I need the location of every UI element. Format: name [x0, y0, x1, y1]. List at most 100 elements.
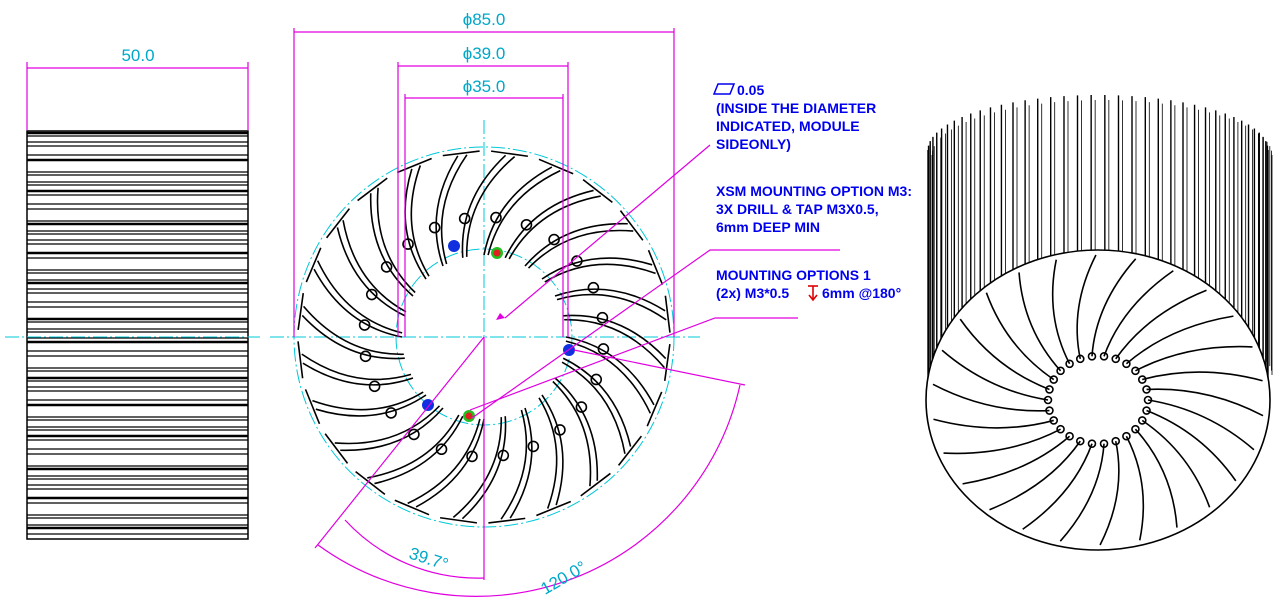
fin [1059, 443, 1105, 542]
shape [493, 249, 501, 257]
side-view [5, 130, 260, 540]
dimension-text: ϕ35.0 [463, 77, 506, 96]
fin [415, 418, 485, 508]
fin [301, 353, 412, 381]
fin [394, 499, 430, 516]
fin [541, 257, 653, 280]
shape [1045, 406, 1054, 415]
fin [1099, 440, 1120, 546]
fin [410, 165, 430, 277]
shape [1111, 354, 1121, 364]
note-text: XSM MOUNTING OPTION M3: [716, 183, 912, 199]
fin [487, 169, 561, 256]
fin [962, 435, 1071, 485]
fin [1103, 270, 1174, 357]
fin [508, 195, 601, 260]
shape [1142, 385, 1151, 394]
fin [336, 227, 406, 317]
shape [527, 440, 540, 453]
shape [597, 343, 610, 355]
fin [565, 336, 655, 406]
shape [1137, 416, 1147, 425]
shape [359, 350, 372, 363]
fin [452, 417, 503, 519]
dimension-text: ϕ39.0 [463, 44, 506, 63]
fin [440, 516, 478, 524]
fin [1147, 399, 1255, 451]
shape [358, 319, 371, 331]
fin [1076, 254, 1097, 360]
shape [1056, 424, 1065, 434]
shape [1075, 354, 1085, 364]
fin [933, 418, 1054, 429]
shape [1045, 385, 1054, 394]
fin [561, 361, 626, 454]
fin [1141, 419, 1211, 508]
fin [490, 150, 528, 158]
fin [313, 268, 403, 338]
shape [448, 240, 460, 252]
fin [565, 340, 652, 414]
fin [554, 377, 599, 481]
shape [466, 450, 478, 463]
shape [1075, 436, 1085, 446]
shape [575, 401, 588, 413]
note-text: (2x) M3*0.5 [716, 285, 789, 301]
fin [396, 157, 432, 174]
dimension-text: ϕ85.0 [463, 10, 506, 29]
fin [544, 263, 656, 283]
shape [520, 218, 533, 231]
fin [355, 470, 386, 496]
shape [1122, 431, 1131, 441]
shape [1137, 375, 1147, 384]
fin [367, 414, 460, 479]
fin [1091, 258, 1137, 357]
shape [402, 238, 414, 250]
shape [1143, 395, 1153, 405]
fin [538, 397, 558, 509]
fin [369, 193, 414, 297]
note-text: SIDEONLY) [716, 136, 791, 152]
fin [297, 341, 304, 379]
fin [316, 260, 403, 334]
fin [556, 293, 667, 321]
fin [580, 472, 611, 497]
fin [304, 389, 321, 425]
shape [590, 373, 603, 386]
shape [385, 407, 397, 419]
shape [380, 261, 393, 273]
fin [1135, 345, 1253, 372]
fin [442, 150, 480, 157]
shape [1049, 375, 1059, 384]
shape [490, 211, 502, 224]
shape [1122, 359, 1131, 369]
fin [324, 433, 349, 464]
angle-text: 39.7° [407, 544, 451, 574]
fin [536, 500, 572, 517]
depth-symbol [808, 285, 818, 302]
note-text: 6mm @180° [822, 285, 901, 301]
fin [1134, 428, 1178, 528]
notes: 0.05 (INSIDE THE DIAMETER INDICATED, MOD… [712, 82, 912, 302]
shape [458, 212, 471, 225]
fin [325, 208, 351, 239]
shape [554, 424, 566, 436]
note-text: 3X DRILL & TAP M3X0.5, [716, 201, 879, 217]
fin [619, 210, 644, 241]
fin [461, 416, 507, 520]
fin [1146, 409, 1237, 482]
shape [26, 130, 249, 540]
fin [500, 409, 528, 520]
fin [1051, 259, 1071, 365]
shape [587, 281, 600, 294]
fin [985, 292, 1055, 381]
shape [465, 412, 473, 420]
note-text: MOUNTING OPTIONS 1 [716, 267, 871, 283]
note-text: 0.05 [737, 82, 764, 98]
shape [1065, 359, 1074, 369]
flatness-symbol [712, 83, 736, 95]
fin [617, 435, 643, 466]
fin [440, 154, 468, 265]
fin [302, 362, 414, 386]
fin [376, 187, 416, 294]
